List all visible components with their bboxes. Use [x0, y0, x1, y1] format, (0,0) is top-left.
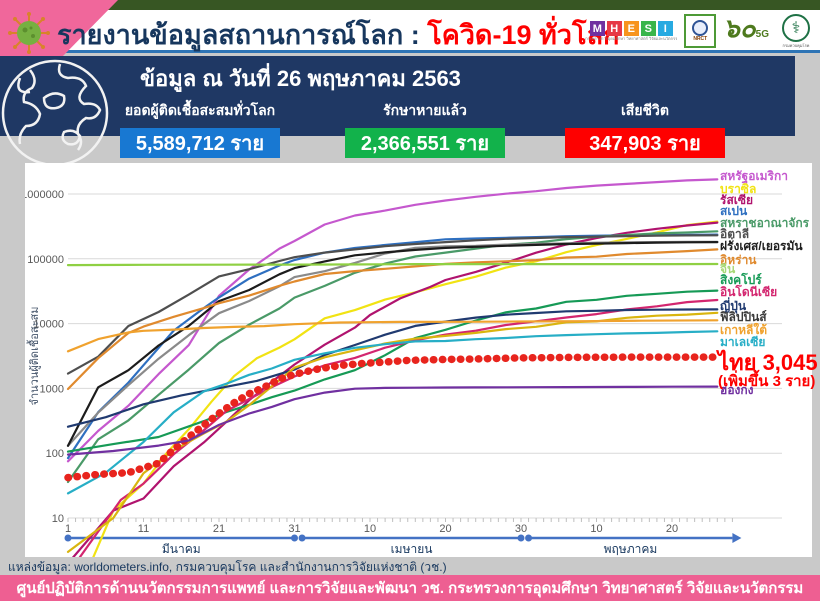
nrct-emblem-icon	[692, 20, 709, 36]
source-line: แหล่งข้อมูล: worldometers.info, กรมควบคุ…	[8, 560, 447, 574]
moph-caption: กรมควบคุมโรค	[782, 42, 810, 48]
five-g-label: 5G	[755, 28, 769, 40]
svg-text:1000: 1000	[40, 383, 64, 395]
mhesi-letter-tile: S	[640, 21, 656, 36]
thailand-annotation: (เพิ่มขึ้น 3 ราย)	[718, 373, 816, 390]
info-panel	[0, 56, 795, 136]
thailand-annotation: ไทย 3,045	[718, 350, 818, 375]
svg-text:เมษายน: เมษายน	[391, 542, 433, 556]
sixty-5g-logo: ๖๐5G	[723, 15, 769, 48]
svg-text:10000: 10000	[33, 319, 64, 331]
legend-item: เกาหลีใต้	[720, 323, 768, 337]
legend-item: สหรัฐอเมริกา	[720, 169, 788, 183]
svg-text:21: 21	[213, 523, 225, 535]
sixty-label: ๖๐	[723, 12, 756, 43]
mhesi-letter-tile: H	[606, 21, 622, 36]
legend-item: สเปน	[720, 204, 748, 218]
top-green-bar	[0, 0, 820, 10]
svg-text:20: 20	[439, 523, 451, 535]
mhesi-letter-tile: M	[589, 21, 605, 36]
legend-item: รัสเซีย	[720, 193, 754, 207]
stat-label-total: ยอดผู้ติดเชื้อสะสมทั่วโลก	[124, 102, 276, 118]
nrct-caption: NRCT	[693, 36, 708, 42]
page-title-prefix: รายงานข้อมูลสถานการณ์โลก :	[57, 20, 428, 50]
svg-text:10: 10	[364, 523, 376, 535]
legend-item: ฮ่องกง	[720, 383, 754, 397]
nrct-logo: NRCT	[684, 14, 717, 48]
moph-logo: ⚕ กรมควบคุมโรค	[776, 13, 816, 49]
stat-value-recovered: 2,366,551 ราย	[345, 128, 505, 158]
stat-label-recovered: รักษาหายแล้ว	[383, 102, 467, 118]
svg-text:20: 20	[666, 523, 678, 535]
svg-text:100000: 100000	[27, 254, 64, 266]
svg-text:11: 11	[138, 523, 149, 535]
svg-text:10: 10	[590, 523, 602, 535]
svg-text:1000000: 1000000	[25, 189, 64, 201]
page-title-highlight: โควิด-19 ทั่วโลก	[427, 20, 620, 50]
svg-text:100: 100	[46, 448, 64, 460]
mhesi-letter-tile: I	[657, 21, 673, 36]
date-line: ข้อมูล ณ วันที่ 26 พฤษภาคม 2563	[140, 66, 461, 91]
legend-item: จีน	[720, 262, 736, 276]
chart-panel: 10 100 1000 10000 100000 1000000 จำนวนผู้ติดเช…	[25, 163, 818, 557]
svg-text:1: 1	[65, 523, 71, 535]
legend-item: บราซิล	[720, 182, 757, 196]
blue-divider-line	[0, 50, 820, 53]
footer-bar: ศูนย์ปฏิบัติการด้านนวัตกรรมการแพทย์ และก…	[0, 575, 820, 601]
page-title: รายงานข้อมูลสถานการณ์โลก : โควิด-19 ทั่ว…	[57, 13, 619, 56]
svg-text:30: 30	[515, 523, 527, 535]
svg-text:10: 10	[52, 513, 64, 525]
stat-value-total: 5,589,712 ราย	[120, 128, 280, 158]
caduceus-icon: ⚕	[782, 13, 810, 42]
legend-item: ฟิลิปปินส์	[720, 310, 767, 324]
mhesi-letter-tile: E	[623, 21, 639, 36]
title-band	[0, 10, 820, 50]
mhesi-caption: กระทรวงการอุดมศึกษา วิทยาศาสตร์ วิจัยและ…	[585, 36, 678, 41]
legend-item: ญี่ปุ่น	[720, 299, 747, 313]
legend-item: ฝรั่งเศส/เยอรมัน	[720, 239, 803, 253]
legend-item: อินโดนีเซีย	[720, 285, 778, 299]
legend-item: สิงคโปร์	[720, 273, 762, 287]
legend-item: อิหร่าน	[720, 253, 757, 267]
svg-text:มีนาคม: มีนาคม	[162, 542, 201, 556]
legend-item: อิตาลี	[720, 227, 750, 241]
stat-value-deaths: 347,903 ราย	[565, 128, 725, 158]
svg-text:31: 31	[288, 523, 300, 535]
stat-label-deaths: เสียชีวิต	[621, 102, 669, 118]
footer-text: ศูนย์ปฏิบัติการด้านนวัตกรรมการแพทย์ และก…	[16, 580, 804, 597]
virus-icon	[8, 12, 50, 54]
legend-item: มาเลเซีย	[720, 335, 766, 349]
covid-line-chart: 10 100 1000 10000 100000 1000000 จำนวนผู้ติดเช…	[25, 178, 782, 557]
svg-text:จำนวนผู้ติดเชื้อสะสม: จำนวนผู้ติดเชื้อสะสม	[26, 307, 41, 406]
svg-text:พฤษภาคม: พฤษภาคม	[604, 542, 658, 556]
legend-item: สหราชอาณาจักร	[720, 216, 810, 230]
